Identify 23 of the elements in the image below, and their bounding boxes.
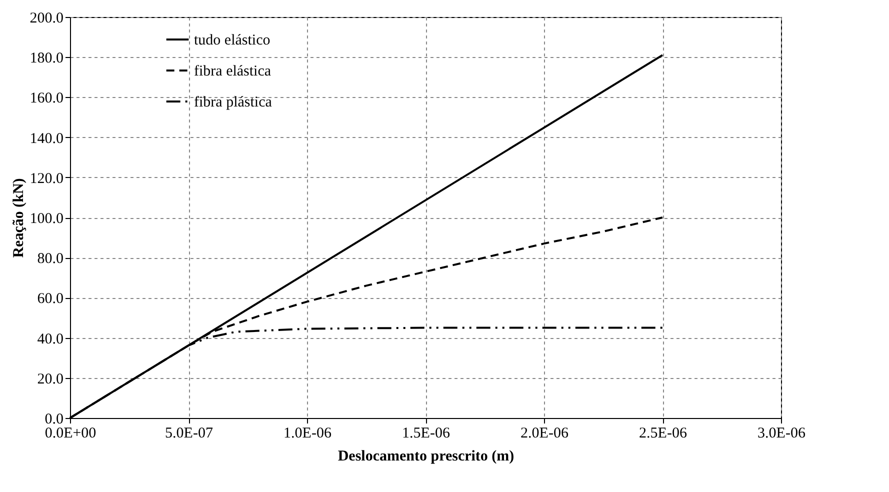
- y-tick-label: 100.0: [30, 211, 64, 227]
- y-tick-label: 0.0: [44, 412, 64, 428]
- y-tick-label: 20.0: [37, 371, 64, 388]
- x-tick-label: 5.0E-07: [165, 426, 214, 442]
- x-tick-label: 0.0E+00: [44, 426, 96, 442]
- x-tick-label: 3.0E-06: [758, 426, 806, 442]
- y-tick-label: 120.0: [30, 170, 64, 187]
- y-tick-label: 60.0: [37, 291, 64, 308]
- y-tick-label: 80.0: [37, 251, 64, 268]
- x-tick-label: 1.0E-06: [284, 426, 332, 442]
- y-tick-label: 200.0: [30, 10, 64, 26]
- y-tick-label: 40.0: [37, 331, 64, 348]
- x-tick-label: 2.0E-06: [520, 426, 569, 442]
- y-tick-label: 180.0: [30, 50, 64, 67]
- x-tick-label: 2.5E-06: [639, 426, 688, 442]
- y-tick-label: 160.0: [30, 90, 64, 107]
- y-axis-title: Reação (kN): [10, 178, 27, 258]
- x-tick-label: 1.5E-06: [402, 426, 450, 442]
- legend-label: fibra plástica: [194, 94, 272, 110]
- legend-label: tudo elástico: [194, 32, 270, 48]
- x-axis-title: Deslocamento prescrito (m): [338, 448, 514, 464]
- y-tick-label: 140.0: [30, 130, 64, 147]
- legend-label: fibra elástica: [194, 64, 272, 80]
